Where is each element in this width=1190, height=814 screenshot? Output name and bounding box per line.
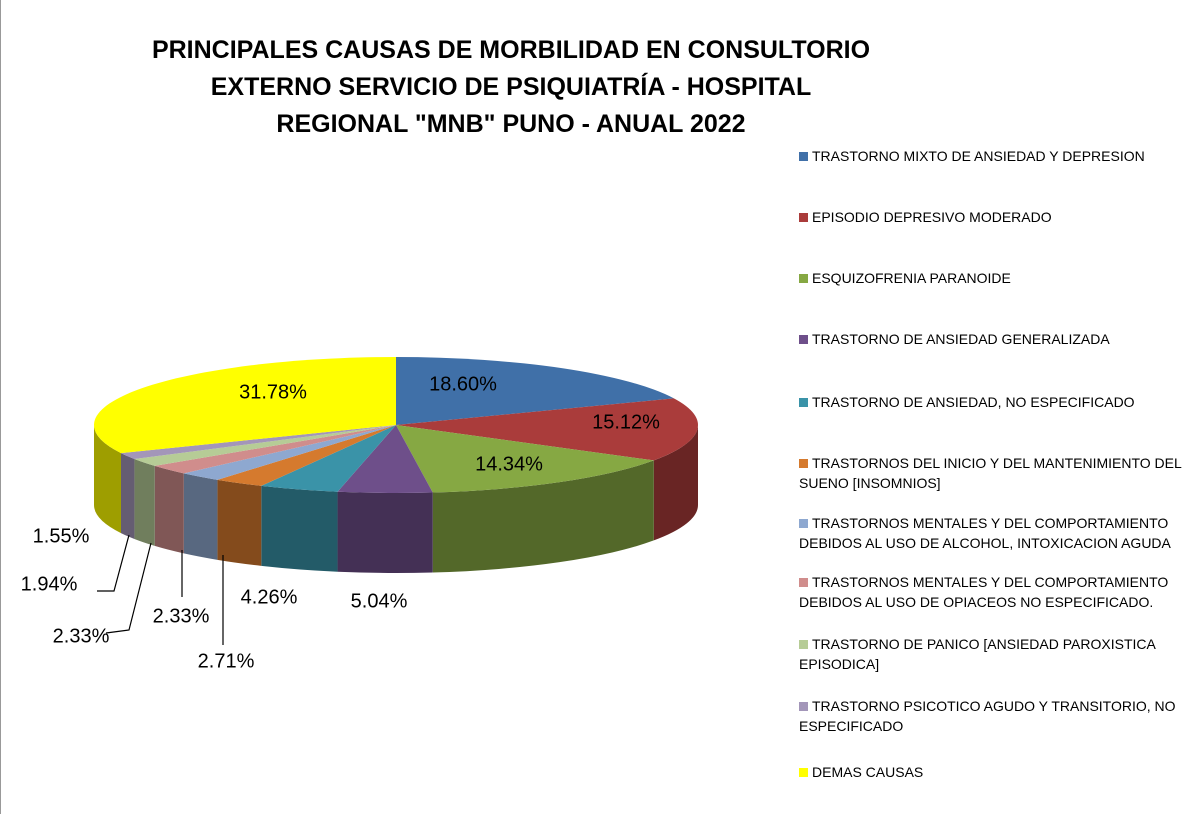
legend-entry: TRASTORNO DE ANSIEDAD, NO ESPECIFICADO	[799, 392, 1189, 412]
legend-label: EPISODIO DEPRESIVO MODERADO	[812, 209, 1052, 225]
slice-side	[261, 485, 338, 572]
slice-side	[337, 491, 433, 573]
legend-label: TRASTORNOS MENTALES Y DEL COMPORTAMIENTO…	[799, 515, 1171, 551]
slice-side	[154, 465, 184, 554]
legend-label: DEMAS CAUSAS	[812, 764, 924, 780]
data-label: 2.33%	[53, 625, 110, 647]
slice	[337, 425, 433, 493]
data-label: 1.55%	[33, 525, 90, 547]
legend-swatch	[799, 519, 808, 528]
legend-swatch	[799, 702, 808, 711]
legend-swatch	[799, 213, 808, 222]
legend-swatch	[799, 398, 808, 407]
slice	[93, 357, 396, 454]
data-label: 5.04%	[351, 590, 408, 612]
legend-label: TRASTORNO DE ANSIEDAD, NO ESPECIFICADO	[812, 394, 1135, 410]
data-label: 31.78%	[239, 381, 307, 403]
leader-line	[97, 534, 130, 592]
slice-side	[653, 425, 698, 541]
legend-label: ESQUIZOFRENIA PARANOIDE	[812, 270, 1011, 286]
legend-swatch	[799, 459, 808, 468]
slice	[217, 425, 396, 486]
slice	[396, 425, 654, 493]
slice	[261, 425, 396, 492]
legend-entry: TRASTORNOS DEL INICIO Y DEL MANTENIMIENT…	[799, 453, 1189, 493]
data-label: 18.60%	[429, 373, 497, 395]
legend-entry: TRASTORNO MIXTO DE ANSIEDAD Y DEPRESION	[799, 146, 1189, 166]
slice-side	[120, 453, 135, 539]
legend-entry: TRASTORNO PSICOTICO AGUDO Y TRANSITORIO,…	[799, 696, 1189, 736]
legend-label: TRASTORNO DE ANSIEDAD GENERALIZADA	[812, 331, 1110, 347]
legend-entry: EPISODIO DEPRESIVO MODERADO	[799, 207, 1189, 227]
legend-swatch	[799, 335, 808, 344]
legend-entry: TRASTORNOS MENTALES Y DEL COMPORTAMIENTO…	[799, 572, 1189, 612]
slice	[154, 425, 396, 474]
legend-swatch	[799, 640, 808, 649]
slice-side	[432, 460, 654, 573]
data-label: 2.71%	[198, 650, 255, 672]
legend-label: TRASTORNO PSICOTICO AGUDO Y TRANSITORIO,…	[799, 698, 1176, 734]
legend-swatch	[799, 152, 808, 161]
legend-entry: ESQUIZOFRENIA PARANOIDE	[799, 268, 1189, 288]
chart-title: PRINCIPALES CAUSAS DE MORBILIDAD EN CONS…	[151, 36, 871, 138]
legend-label: TRASTORNOS MENTALES Y DEL COMPORTAMIENTO…	[799, 574, 1169, 610]
legend-label: TRASTORNO MIXTO DE ANSIEDAD Y DEPRESION	[812, 148, 1145, 164]
data-label: 15.12%	[592, 411, 660, 433]
slice	[183, 425, 396, 480]
slice	[396, 398, 698, 461]
slice-side	[134, 458, 155, 546]
slice-side	[183, 473, 218, 560]
legend-swatch	[799, 274, 808, 283]
slice-side	[217, 479, 262, 566]
slice-side	[94, 425, 121, 534]
legend-label: TRASTORNOS DEL INICIO Y DEL MANTENIMIENT…	[799, 455, 1182, 491]
legend-swatch	[799, 578, 808, 587]
legend-swatch	[799, 768, 808, 777]
data-label: 4.26%	[241, 586, 298, 608]
data-label: 2.33%	[153, 605, 210, 627]
slice	[120, 425, 396, 459]
legend-entry: DEMAS CAUSAS	[799, 762, 1189, 782]
legend-entry: TRASTORNOS MENTALES Y DEL COMPORTAMIENTO…	[799, 513, 1189, 553]
legend-label: TRASTORNO DE PANICO [ANSIEDAD PAROXISTIC…	[799, 636, 1156, 672]
legend-entry: TRASTORNO DE ANSIEDAD GENERALIZADA	[799, 329, 1189, 349]
legend-entry: TRASTORNO DE PANICO [ANSIEDAD PAROXISTIC…	[799, 634, 1189, 674]
data-label: 14.34%	[475, 453, 543, 475]
slice	[134, 425, 396, 466]
leader-line	[105, 542, 152, 634]
slice	[396, 357, 674, 425]
data-label: 1.94%	[21, 573, 78, 595]
